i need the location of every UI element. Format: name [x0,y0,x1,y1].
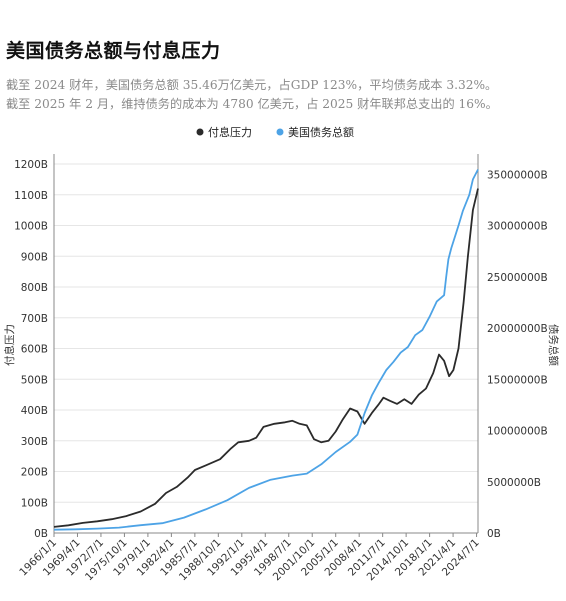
left-y-tick-label: 100B [21,497,48,509]
legend-marker [276,128,284,136]
legend-item[interactable]: 付息压力 [196,125,253,139]
left-y-tick-label: 400B [21,405,48,417]
right-y-tick-label: 20000000B [487,323,548,335]
series-line-debt [53,169,479,531]
left-y-axis: 0B 100B 200B 300B 400B 500B 600B 700B 800B 900B 10… [14,154,55,540]
left-y-tick-label: 800B [21,282,48,294]
right-y-axis: 0B 5000000B 10000000B 15000000B 20000000B 250… [477,154,548,540]
x-axis: 1966/1/11969/4/11972/7/11975/10/11979/1/… [17,532,482,583]
right-y-tick-label: 5000000B [487,477,541,489]
left-y-tick-label: 900B [21,251,48,263]
left-y-tick-label: 300B [21,436,48,448]
series-line-interest [53,188,479,528]
legend-item[interactable]: 美国债务总额 [276,125,355,139]
chart-subtitle-line-1: 截至 2024 财年，美国债务总额 35.46万亿美元，占GDP 123%，平均… [6,78,498,92]
right-y-tick-label: 30000000B [487,221,548,233]
left-y-tick-label: 500B [21,374,48,386]
chart-title: 美国债务总额与付息压力 [6,40,221,62]
right-y-tick-label: 15000000B [487,374,548,386]
right-y-tick-label: 25000000B [487,272,548,284]
grid-lines [54,163,478,503]
left-y-tick-label: 200B [21,467,48,479]
legend-marker [196,128,204,136]
chart-subtitle-line-2: 截至 2025 年 2 月，维持债务的成本为 4780 亿美元，占 2025 财… [6,97,498,111]
left-y-tick-label: 1200B [14,159,48,171]
right-y-tick-label: 35000000B [487,169,548,181]
series-lines [53,169,479,531]
left-y-tick-label: 1000B [14,221,48,233]
left-y-axis-title: 付息压力 [3,324,16,366]
legend[interactable]: 付息压力 美国债务总额 [196,125,355,139]
legend-label: 美国债务总额 [288,125,354,139]
left-y-tick-label: 0B [34,528,48,540]
right-y-axis-title: 债务总额 [547,324,560,366]
legend-label: 付息压力 [208,125,252,139]
left-y-tick-label: 700B [21,313,48,325]
left-y-tick-label: 1100B [14,190,48,202]
left-y-tick-label: 600B [21,344,48,356]
right-y-tick-label: 10000000B [487,426,548,438]
right-y-tick-label: 0B [487,528,501,540]
